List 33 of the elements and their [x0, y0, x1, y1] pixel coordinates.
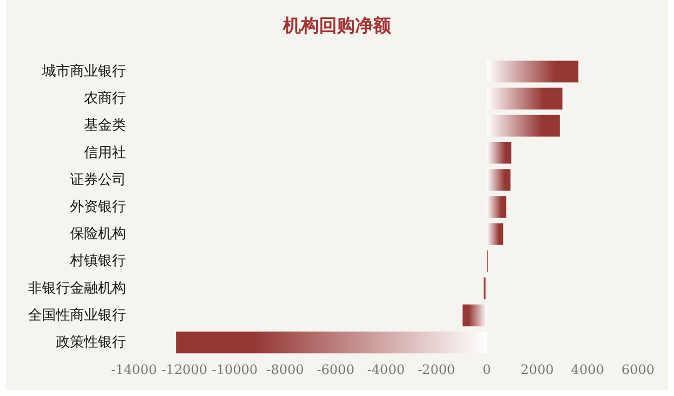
x-tick-label: 4000: [571, 363, 604, 378]
bar: [486, 142, 512, 164]
bar: [486, 196, 506, 218]
bar: [486, 114, 560, 137]
y-tick-label: 保险机构: [70, 226, 126, 242]
y-tick-label: 信用社: [84, 144, 126, 161]
chart-title: 机构回购净额: [282, 16, 392, 36]
x-tick-label: 6000: [621, 363, 655, 378]
bar: [462, 304, 487, 326]
bar: [486, 169, 510, 191]
y-tick-label: 全国性商业银行: [28, 307, 126, 324]
x-tick-label: -2000: [418, 363, 456, 378]
y-tick-label: 村镇银行: [69, 253, 126, 270]
bar: [486, 60, 578, 82]
x-tick-label: -10000: [212, 363, 258, 378]
x-tick-label: -4000: [367, 363, 405, 378]
x-tick-label: 2000: [520, 363, 554, 378]
x-tick-label: 0: [482, 363, 491, 378]
y-tick-label: 非银行金融机构: [28, 280, 126, 296]
bar: [486, 88, 562, 110]
y-tick-label: 基金类: [84, 118, 126, 134]
bar: [176, 332, 487, 354]
y-tick-label: 外资银行: [70, 199, 126, 215]
x-tick-label: -14000: [111, 363, 157, 378]
y-tick-label: 城市商业银行: [41, 64, 126, 80]
bar: [486, 223, 504, 245]
y-tick-label: 农商行: [84, 90, 126, 107]
y-tick-label: 证券公司: [70, 172, 126, 188]
bar: [484, 277, 487, 300]
x-tick-label: -6000: [316, 363, 354, 378]
y-tick-label: 政策性银行: [56, 334, 126, 350]
x-tick-label: -8000: [266, 363, 304, 378]
x-tick-label: -12000: [162, 363, 208, 378]
